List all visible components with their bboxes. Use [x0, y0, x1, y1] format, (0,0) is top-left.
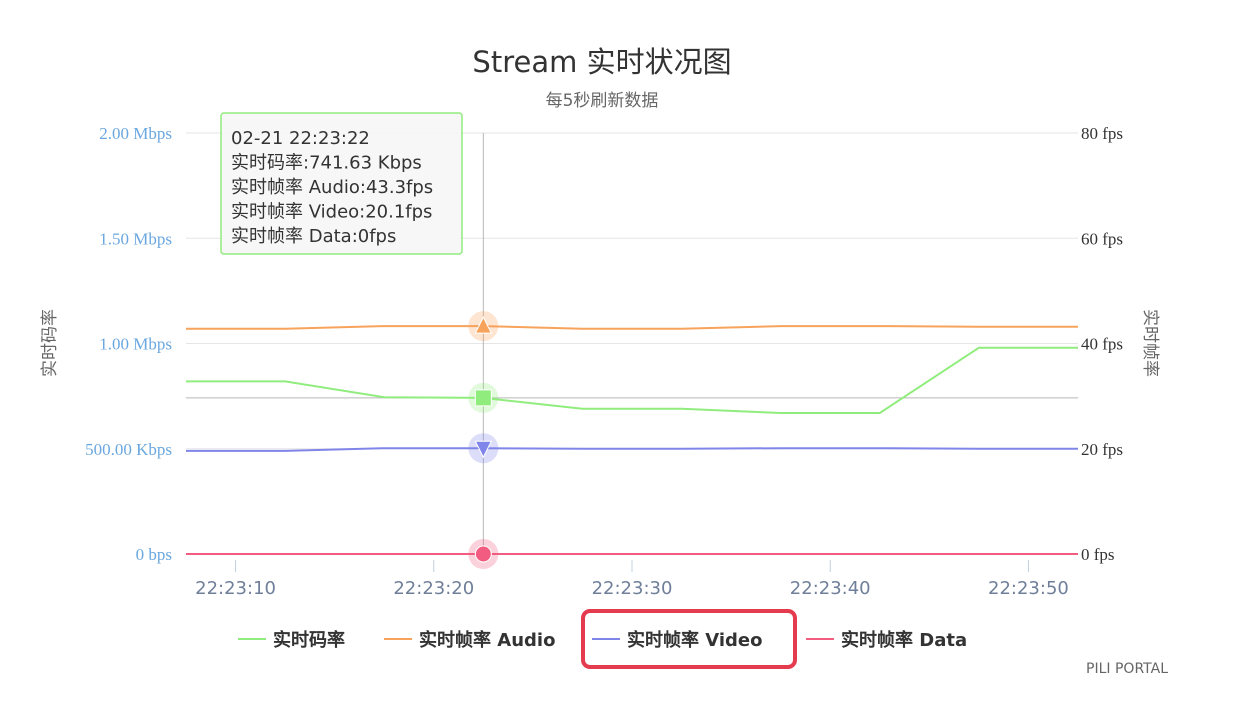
y-axis-left: 0 bps 500.00 Kbps 1.00 Mbps 1.50 Mbps 2.00 M…: [85, 124, 172, 564]
data-point: [474, 316, 493, 334]
y-right-tick-label: 40 fps: [1081, 335, 1123, 354]
data-point: [474, 389, 492, 407]
hover-markers: [468, 311, 499, 569]
tooltip-line: 实时帧率 Audio:43.3fps: [231, 177, 433, 198]
series-line: [186, 325, 1078, 330]
x-axis: 22:23:10 22:23:20 22:23:30 22:23:40 22:23:50: [195, 560, 1069, 599]
data-point: [474, 545, 492, 563]
y-left-tick-label: 2.00 Mbps: [99, 124, 172, 143]
legend-item[interactable]: 实时帧率 Audio: [384, 629, 555, 651]
legend-item[interactable]: 实时码率: [238, 629, 345, 651]
legend-item[interactable]: 实时帧率 Data: [806, 629, 967, 651]
y-right-tick-label: 60 fps: [1081, 229, 1123, 248]
y-axis-left-title: 实时码率: [40, 309, 60, 377]
series-group: [186, 325, 1078, 555]
x-tick-label: 22:23:40: [790, 578, 871, 599]
y-right-tick-label: 20 fps: [1081, 440, 1123, 459]
chart-title: Stream 实时状况图: [472, 45, 731, 79]
chart-subtitle: 每5秒刷新数据: [546, 91, 659, 111]
legend-label: 实时码率: [273, 629, 345, 651]
legend-label: 实时帧率 Video: [627, 629, 763, 651]
y-left-tick-label: 1.50 Mbps: [99, 229, 172, 248]
legend-label: 实时帧率 Audio: [419, 629, 555, 651]
series-line: [186, 346, 1078, 414]
tooltip-line: 实时帧率 Data:0fps: [231, 226, 396, 247]
tooltip-line: 实时码率:741.63 Kbps: [231, 153, 422, 174]
x-tick-label: 22:23:30: [592, 578, 673, 599]
y-axis-right: 0 fps 20 fps 40 fps 60 fps 80 fps: [1081, 124, 1123, 564]
x-tick-label: 22:23:20: [393, 578, 474, 599]
y-right-tick-label: 0 fps: [1081, 545, 1115, 564]
legend-item[interactable]: 实时帧率 Video: [581, 609, 797, 669]
tooltip-box: [220, 112, 463, 255]
series-line: [186, 447, 1078, 452]
tooltip-line: 02-21 22:23:22: [231, 128, 370, 149]
y-left-tick-label: 500.00 Kbps: [85, 440, 172, 459]
y-right-tick-label: 80 fps: [1081, 124, 1123, 143]
data-point: [474, 440, 493, 459]
legend: 实时码率 实时帧率 Audio 实时帧率 Video 实时帧率 Data: [238, 609, 967, 669]
y-left-tick-label: 1.00 Mbps: [99, 335, 172, 354]
crosshair: [186, 133, 1078, 554]
legend-label: 实时帧率 Data: [841, 629, 967, 651]
legend-highlight-box: [581, 609, 797, 669]
x-tick-label: 22:23:10: [195, 578, 276, 599]
tooltip: 02-21 22:23:22 实时码率:741.63 Kbps 实时帧率 Audio…: [220, 112, 463, 255]
y-left-tick-label: 0 bps: [136, 545, 172, 564]
y-axis-right-title: 实时帧率: [1140, 309, 1160, 377]
x-tick-label: 22:23:50: [988, 578, 1069, 599]
tooltip-line: 实时帧率 Video:20.1fps: [231, 202, 432, 223]
credits[interactable]: PILI PORTAL: [1086, 661, 1168, 677]
